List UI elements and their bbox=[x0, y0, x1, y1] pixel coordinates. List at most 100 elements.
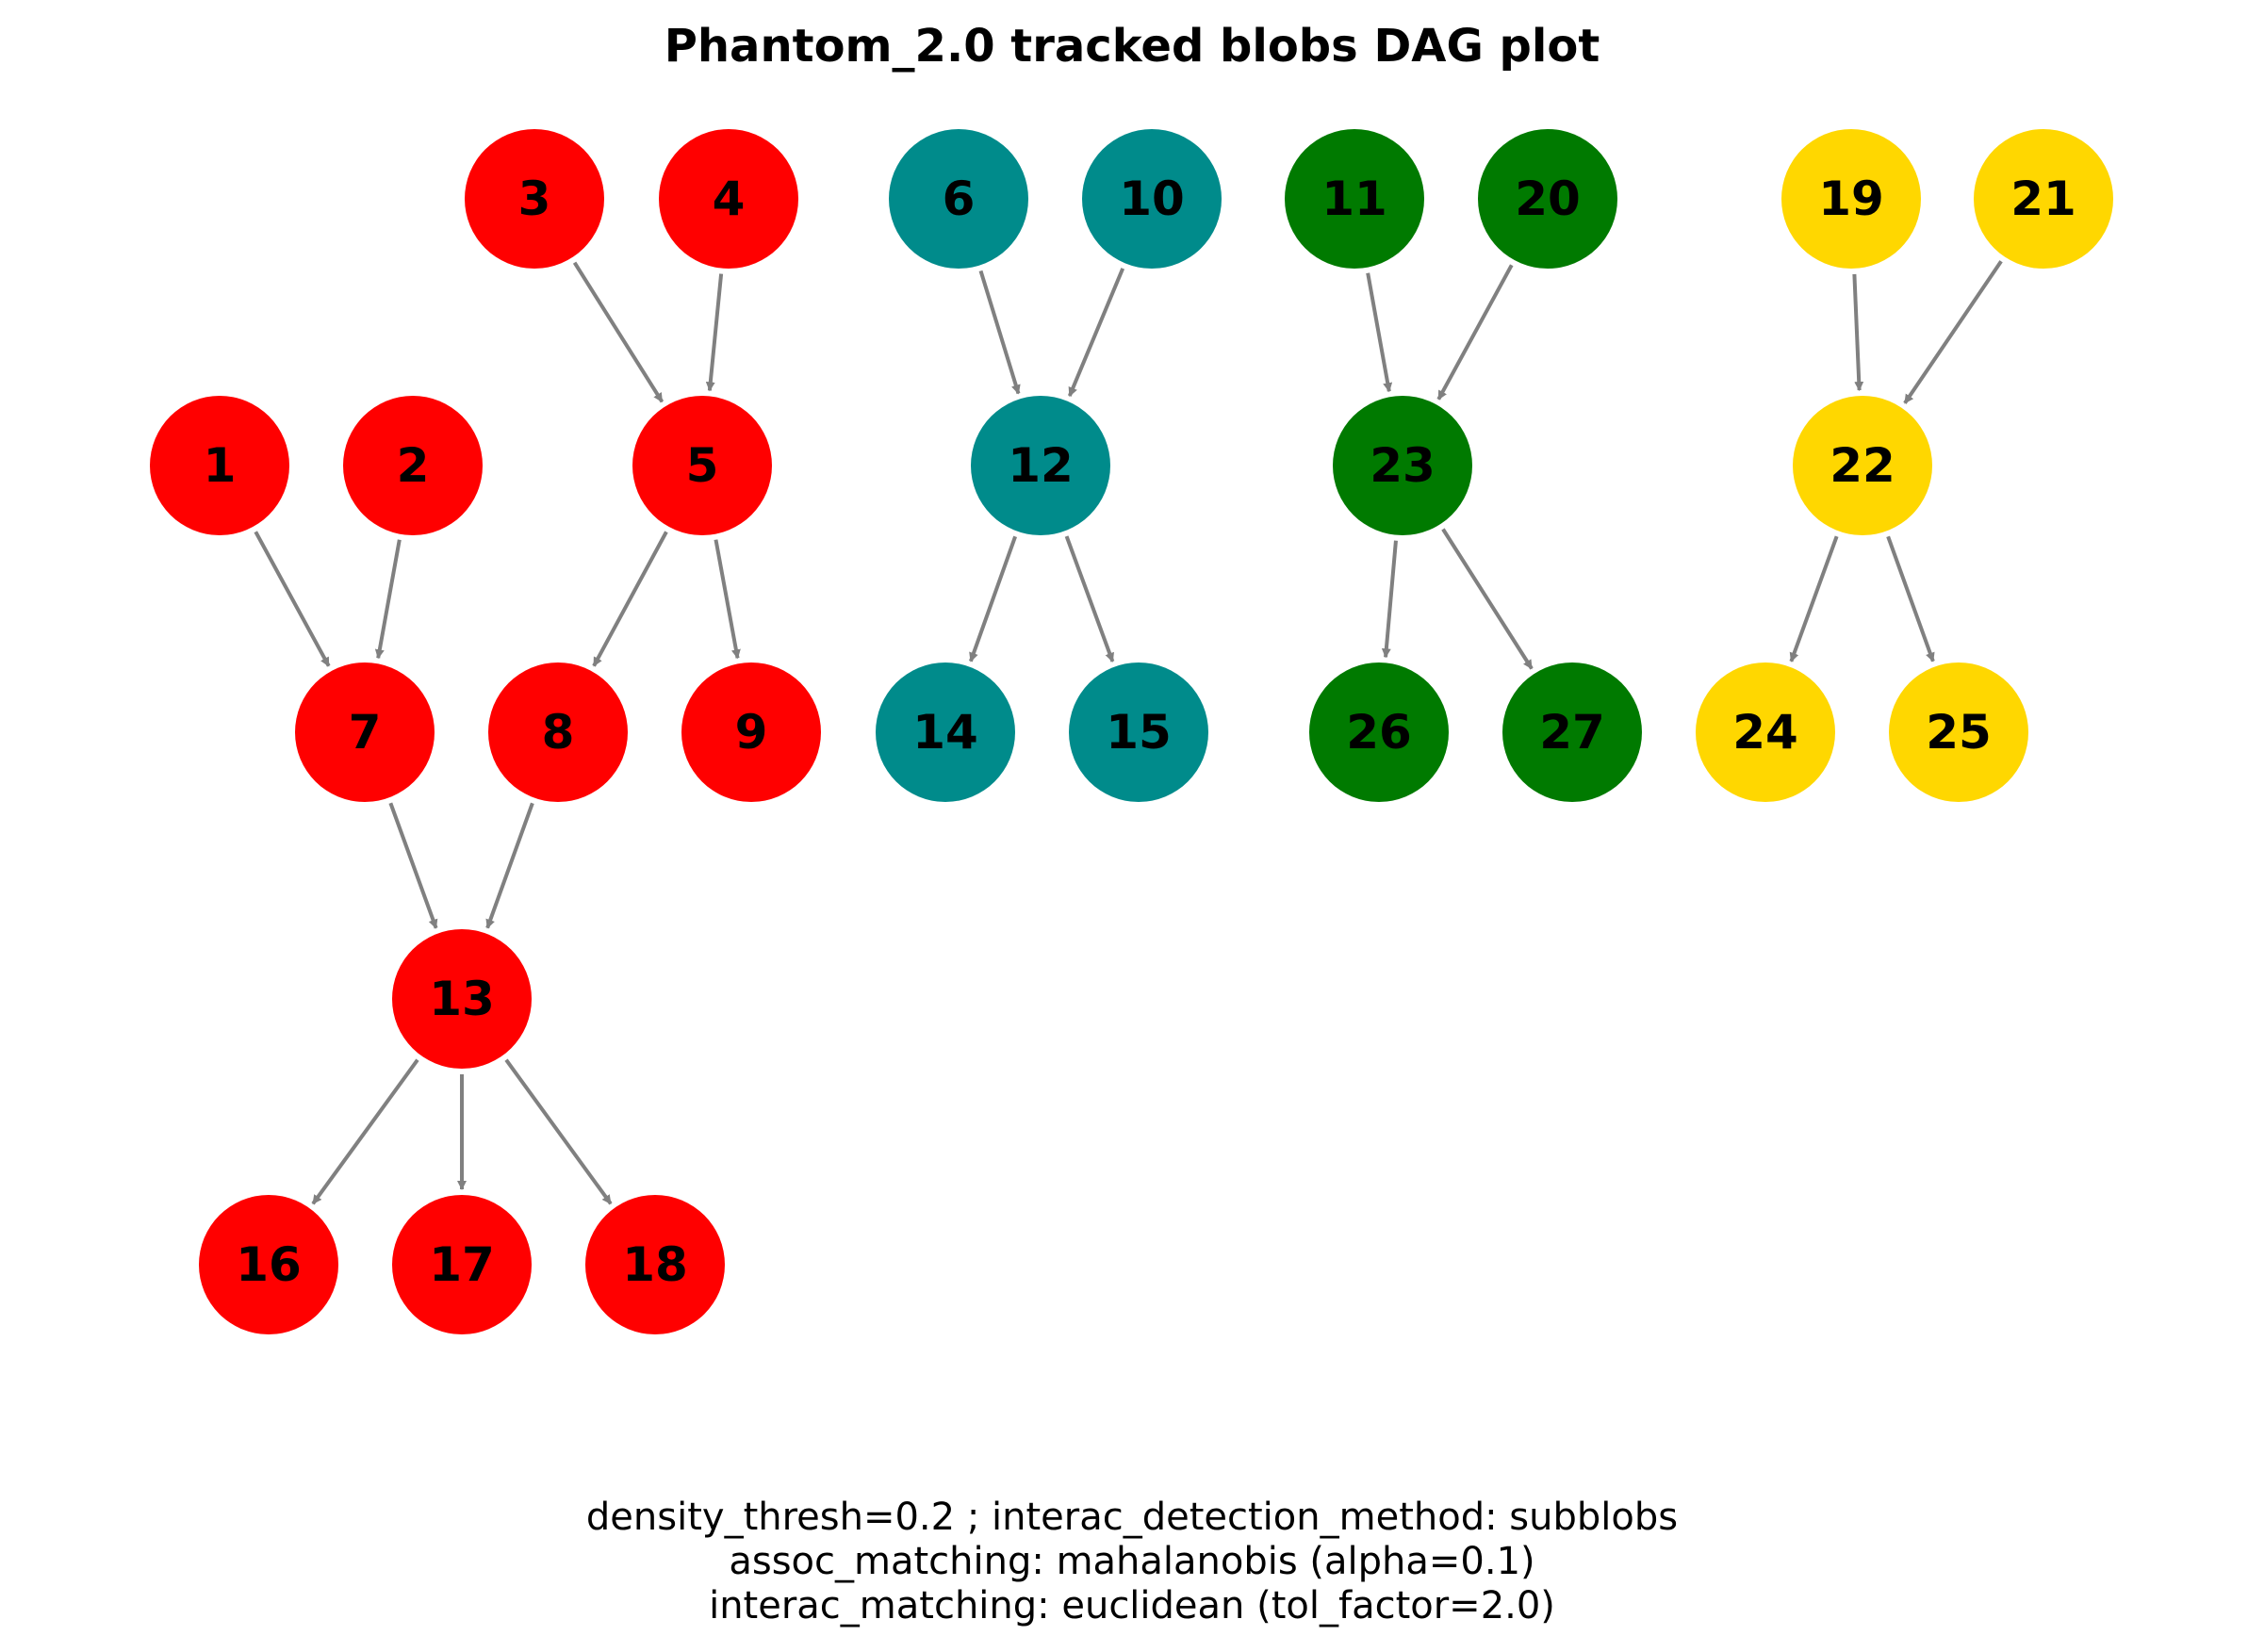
node-17: 17 bbox=[392, 1195, 532, 1334]
node-13: 13 bbox=[392, 929, 532, 1069]
node-circle-2 bbox=[343, 396, 483, 535]
edge-5-to-9 bbox=[714, 539, 741, 660]
node-20: 20 bbox=[1478, 129, 1617, 269]
node-12: 12 bbox=[971, 396, 1110, 535]
node-3: 3 bbox=[465, 129, 604, 269]
edge-19-to-22 bbox=[1852, 273, 1864, 392]
node-circle-8 bbox=[488, 662, 628, 802]
node-7: 7 bbox=[295, 662, 435, 802]
node-label-12: 12 bbox=[1008, 438, 1074, 493]
edge-3-to-5 bbox=[572, 261, 665, 403]
node-9: 9 bbox=[681, 662, 821, 802]
node-2: 2 bbox=[343, 396, 483, 535]
node-label-13: 13 bbox=[429, 972, 495, 1026]
node-1: 1 bbox=[150, 396, 289, 535]
node-label-19: 19 bbox=[1818, 172, 1884, 226]
node-label-20: 20 bbox=[1515, 172, 1581, 226]
node-circle-10 bbox=[1082, 129, 1222, 269]
caption: density_thresh=0.2 ; interac_detection_m… bbox=[586, 1496, 1678, 1627]
node-circle-7 bbox=[295, 662, 435, 802]
edge-8-to-13 bbox=[485, 802, 534, 929]
node-label-4: 4 bbox=[713, 172, 746, 226]
caption-line-2: assoc_matching: mahalanobis (alpha=0.1) bbox=[729, 1540, 1534, 1583]
node-16: 16 bbox=[199, 1195, 338, 1334]
node-label-15: 15 bbox=[1106, 705, 1172, 760]
node-14: 14 bbox=[876, 662, 1015, 802]
node-circle-19 bbox=[1781, 129, 1921, 269]
node-label-3: 3 bbox=[518, 172, 551, 226]
node-19: 19 bbox=[1781, 129, 1921, 269]
node-circle-3 bbox=[465, 129, 604, 269]
edge-23-to-26 bbox=[1381, 540, 1398, 659]
node-circle-26 bbox=[1309, 662, 1449, 802]
node-18: 18 bbox=[585, 1195, 725, 1334]
node-circle-12 bbox=[971, 396, 1110, 535]
node-circle-16 bbox=[199, 1195, 338, 1334]
node-circle-14 bbox=[876, 662, 1015, 802]
node-circle-21 bbox=[1974, 129, 2113, 269]
node-11: 11 bbox=[1285, 129, 1424, 269]
node-label-27: 27 bbox=[1539, 705, 1605, 760]
caption-line-3: interac_matching: euclidean (tol_factor=… bbox=[709, 1584, 1555, 1627]
edges-layer bbox=[254, 260, 2003, 1205]
node-circle-5 bbox=[632, 396, 772, 535]
node-21: 21 bbox=[1974, 129, 2113, 269]
node-23: 23 bbox=[1333, 396, 1472, 535]
node-circle-27 bbox=[1502, 662, 1642, 802]
edge-20-to-23 bbox=[1436, 264, 1514, 401]
node-5: 5 bbox=[632, 396, 772, 535]
node-circle-1 bbox=[150, 396, 289, 535]
node-15: 15 bbox=[1069, 662, 1208, 802]
edge-21-to-22 bbox=[1903, 260, 2003, 404]
node-label-18: 18 bbox=[622, 1237, 688, 1292]
plot-title: Phantom_2.0 tracked blobs DAG plot bbox=[665, 20, 1600, 73]
caption-line-1: density_thresh=0.2 ; interac_detection_m… bbox=[586, 1496, 1678, 1539]
node-circle-25 bbox=[1889, 662, 2028, 802]
node-circle-6 bbox=[889, 129, 1028, 269]
node-label-11: 11 bbox=[1321, 172, 1387, 226]
node-label-21: 21 bbox=[2010, 172, 2076, 226]
node-circle-15 bbox=[1069, 662, 1208, 802]
node-8: 8 bbox=[488, 662, 628, 802]
node-27: 27 bbox=[1502, 662, 1642, 802]
node-circle-24 bbox=[1696, 662, 1835, 802]
node-label-25: 25 bbox=[1926, 705, 1992, 760]
node-label-16: 16 bbox=[236, 1237, 302, 1292]
edge-5-to-8 bbox=[592, 531, 668, 667]
node-25: 25 bbox=[1889, 662, 2028, 802]
node-circle-4 bbox=[659, 129, 798, 269]
node-label-23: 23 bbox=[1370, 438, 1436, 493]
node-22: 22 bbox=[1793, 396, 1932, 535]
node-label-8: 8 bbox=[542, 705, 575, 760]
node-label-22: 22 bbox=[1830, 438, 1895, 493]
node-circle-13 bbox=[392, 929, 532, 1069]
node-label-17: 17 bbox=[429, 1237, 495, 1292]
node-label-2: 2 bbox=[397, 438, 430, 493]
edge-11-to-23 bbox=[1366, 272, 1393, 393]
node-label-26: 26 bbox=[1346, 705, 1412, 760]
edge-13-to-18 bbox=[504, 1058, 613, 1205]
edge-1-to-7 bbox=[254, 531, 331, 667]
edge-10-to-12 bbox=[1067, 268, 1125, 398]
node-circle-22 bbox=[1793, 396, 1932, 535]
node-circle-9 bbox=[681, 662, 821, 802]
node-circle-23 bbox=[1333, 396, 1472, 535]
edge-6-to-12 bbox=[978, 270, 1021, 395]
edge-22-to-25 bbox=[1886, 535, 1935, 662]
edge-12-to-15 bbox=[1064, 535, 1115, 662]
node-label-10: 10 bbox=[1119, 172, 1185, 226]
node-label-7: 7 bbox=[349, 705, 382, 760]
node-10: 10 bbox=[1082, 129, 1222, 269]
edge-7-to-13 bbox=[388, 802, 438, 929]
node-label-6: 6 bbox=[943, 172, 976, 226]
node-circle-17 bbox=[392, 1195, 532, 1334]
node-label-5: 5 bbox=[686, 438, 719, 493]
node-label-1: 1 bbox=[204, 438, 237, 493]
node-6: 6 bbox=[889, 129, 1028, 269]
node-4: 4 bbox=[659, 129, 798, 269]
edge-2-to-7 bbox=[374, 539, 402, 660]
node-label-24: 24 bbox=[1732, 705, 1798, 760]
node-24: 24 bbox=[1696, 662, 1835, 802]
